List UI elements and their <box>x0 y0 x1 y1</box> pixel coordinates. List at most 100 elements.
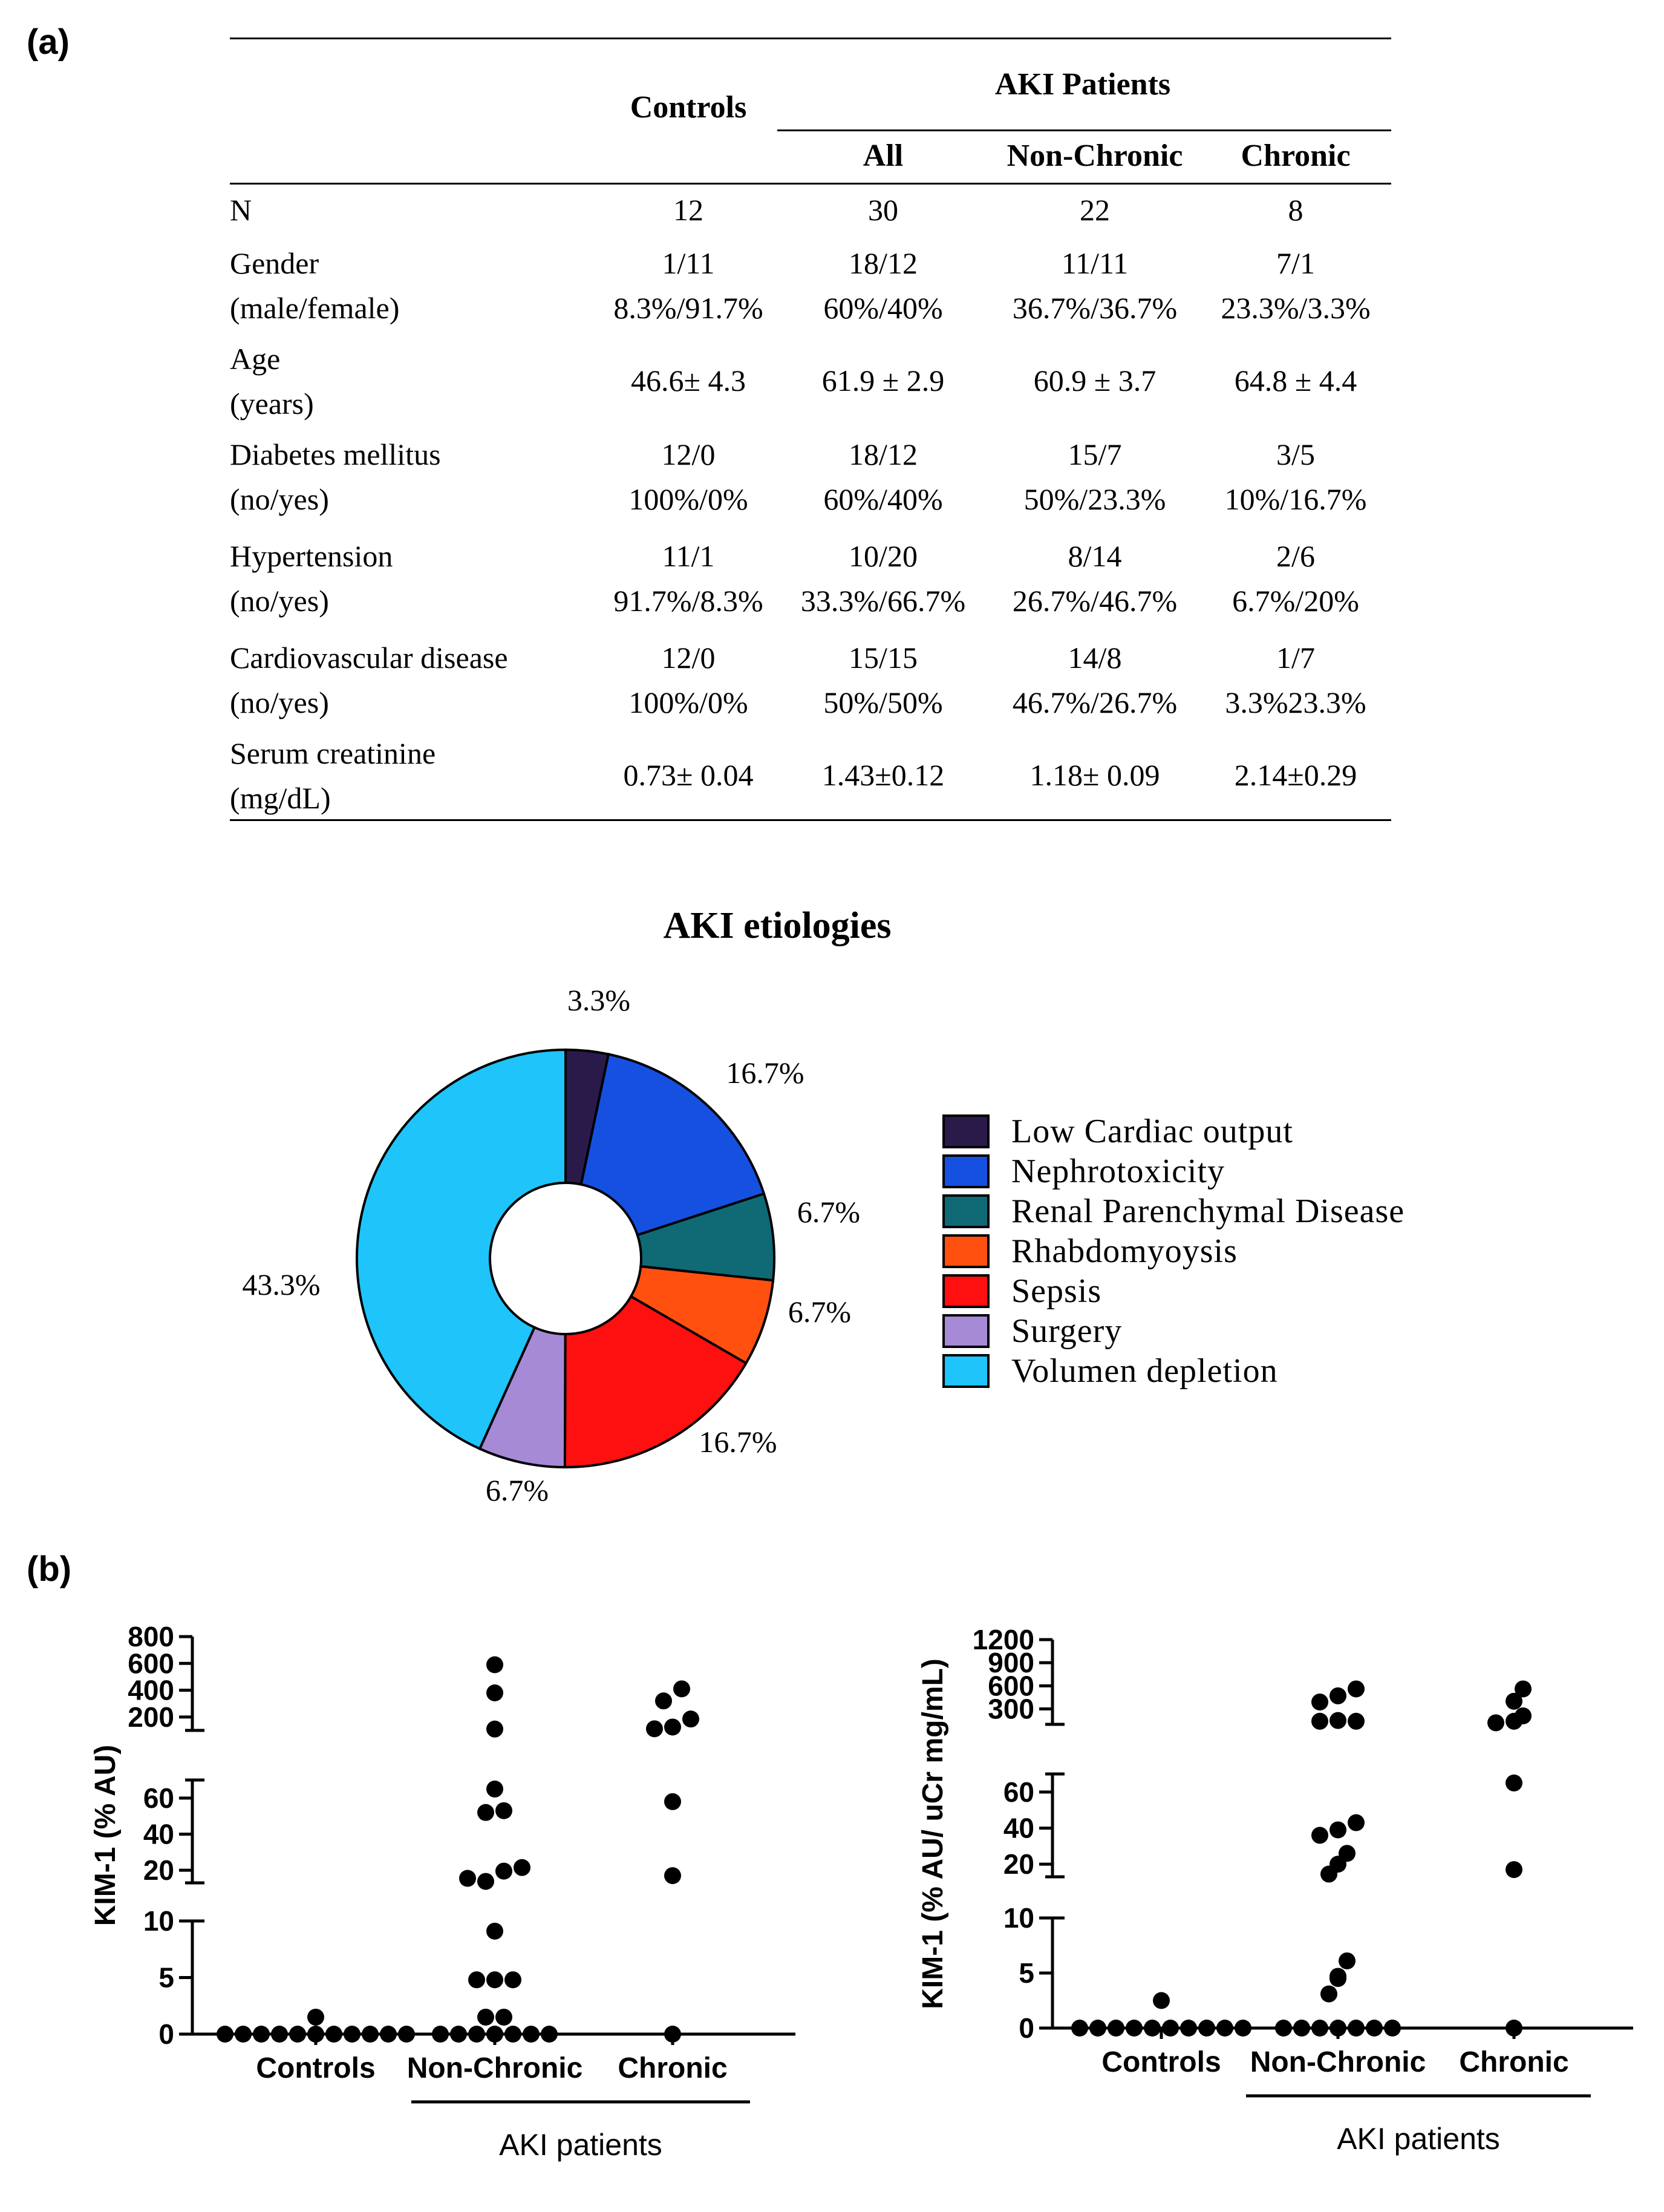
table-cell: 23.3%/3.3% <box>1221 291 1371 325</box>
data-point <box>1071 2020 1088 2037</box>
data-point <box>1144 2020 1161 2037</box>
data-point <box>1311 1827 1328 1844</box>
data-point <box>486 1922 503 1940</box>
y-tick-label: 200 <box>128 1701 174 1733</box>
table-cell: 2.14±0.29 <box>1234 758 1357 792</box>
x-tick-label: Non-Chronic <box>407 2052 583 2084</box>
aki-etiologies-donut-chart: AKI etiologies 3.3% 16.7% 6.7% 6.7% 16.7% 6.7%… <box>242 905 1404 1507</box>
table-cell: 11/11 <box>1061 246 1129 280</box>
column-header-chronic: Chronic <box>1241 139 1351 173</box>
y-tick-label: 40 <box>143 1818 174 1850</box>
table-cell: 36.7%/36.7% <box>1012 291 1178 325</box>
table-cell: 18/12 <box>849 437 918 471</box>
table-cell: 18/12 <box>849 246 918 280</box>
group-header-aki-patients: AKI Patients <box>994 67 1171 102</box>
data-point <box>398 2026 415 2043</box>
group-header-rule <box>777 129 1391 131</box>
column-header-all: All <box>863 139 904 173</box>
legend-swatch <box>942 1314 990 1348</box>
data-point <box>1162 2020 1179 2037</box>
data-point <box>1348 1814 1365 1831</box>
slice-label: 6.7% <box>788 1295 851 1329</box>
data-point <box>1506 1774 1522 1792</box>
table-cell: 8/14 <box>1068 539 1122 573</box>
row-label: Hypertension <box>230 539 393 573</box>
data-point <box>1108 2020 1124 2037</box>
row-label-sub: (no/yes) <box>230 584 329 618</box>
legend-label: Volumen depletion <box>1011 1352 1278 1390</box>
x-tick-label: Non-Chronic <box>1250 2046 1426 2078</box>
table-cell: 60%/40% <box>823 482 943 516</box>
table-cell: 30 <box>868 193 898 227</box>
data-point <box>325 2026 342 2043</box>
table-cell: 8 <box>1288 193 1303 227</box>
data-point <box>477 2008 494 2026</box>
data-point <box>682 1710 699 1728</box>
y-tick-label: 0 <box>1019 2012 1034 2044</box>
data-point <box>655 1692 672 1710</box>
column-header-non-chronic: Non-Chronic <box>1007 139 1183 173</box>
panel-b-label: (b) <box>27 1549 72 1589</box>
pie-slice <box>579 1053 766 1237</box>
data-point <box>1330 1821 1346 1839</box>
data-point <box>477 1804 494 1821</box>
data-point <box>1089 2020 1106 2037</box>
legend-label: Surgery <box>1011 1312 1122 1350</box>
y-axis-label: KIM-1 (% AU) <box>90 1745 122 1926</box>
data-point <box>486 2026 503 2043</box>
x-tick-label: Controls <box>1101 2046 1221 2078</box>
data-point <box>1293 2020 1310 2037</box>
data-point <box>1180 2020 1197 2037</box>
data-point <box>495 1802 512 1819</box>
data-point <box>486 1656 503 1674</box>
row-label: Serum creatinine <box>230 736 436 770</box>
data-point <box>1487 1714 1504 1732</box>
data-point <box>289 2026 306 2043</box>
y-tick-label: 60 <box>143 1782 174 1814</box>
data-point <box>1506 2020 1522 2037</box>
y-tick-label: 20 <box>143 1854 174 1886</box>
row-label: Age <box>230 342 281 376</box>
data-point <box>1515 1707 1532 1724</box>
y-tick-label: 800 <box>128 1621 174 1652</box>
x-tick-label: Chronic <box>1459 2046 1568 2078</box>
data-point <box>344 2026 361 2043</box>
table-cell: 0.73± 0.04 <box>623 758 754 792</box>
data-point <box>271 2026 288 2043</box>
data-point <box>1330 1712 1346 1729</box>
y-tick-label: 20 <box>1003 1848 1034 1880</box>
data-point <box>1348 2020 1365 2037</box>
data-point <box>1235 2020 1251 2037</box>
data-point <box>307 2026 324 2043</box>
table-cell: 50%/23.3% <box>1023 482 1166 516</box>
data-point <box>514 1859 530 1876</box>
data-point <box>1339 1845 1356 1862</box>
data-point <box>523 2026 540 2043</box>
y-tick-label: 0 <box>158 2018 174 2050</box>
table-cell: 50%/50% <box>823 686 943 719</box>
data-point <box>432 2026 449 2043</box>
data-point <box>362 2026 379 2043</box>
data-point <box>673 1680 690 1698</box>
row-label-sub: (no/yes) <box>230 686 329 719</box>
legend-swatch <box>942 1354 990 1388</box>
table-cell: 2/6 <box>1276 539 1315 573</box>
data-point <box>1216 2020 1233 2037</box>
table-top-rule <box>230 38 1391 39</box>
group-label: AKI patients <box>1337 2122 1500 2156</box>
table-cell: 60%/40% <box>823 291 943 325</box>
table-cell: 12/0 <box>661 641 716 675</box>
table-cell: 100%/0% <box>628 686 748 719</box>
y-tick-label: 60 <box>1003 1776 1034 1808</box>
legend-swatch <box>942 1194 990 1228</box>
data-point <box>1515 1680 1532 1698</box>
legend-label: Low Cardiac output <box>1011 1113 1293 1150</box>
column-header-controls: Controls <box>630 90 747 125</box>
data-point <box>1506 1692 1522 1710</box>
y-tick-label: 300 <box>988 1693 1034 1725</box>
slice-label: 16.7% <box>699 1425 777 1459</box>
table-cell: 22 <box>1080 193 1110 227</box>
table-bottom-rule <box>230 819 1391 821</box>
table-cell: 11/1 <box>662 539 715 573</box>
